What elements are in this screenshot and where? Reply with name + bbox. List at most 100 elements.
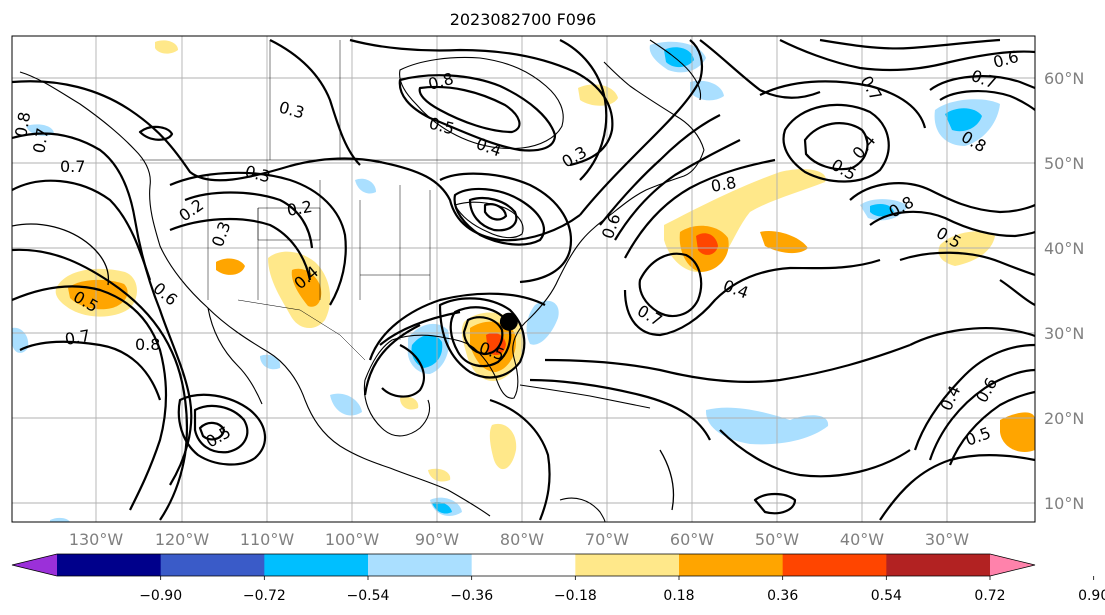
map-background [12,36,1035,522]
map-title: 2023082700 F096 [450,10,597,29]
contour-line [379,310,461,346]
contour-line [909,327,1035,346]
contour-line [12,223,110,286]
lon-label: 40°W [840,530,884,549]
contour-loop [753,492,797,515]
colorbar-over-triangle [990,554,1035,576]
colorbar-tick-label: −0.72 [243,588,286,604]
contour-line [349,38,614,167]
lon-label: 60°W [670,530,714,549]
colorbar-tick-label: −0.54 [347,588,390,604]
colorbar-tick-label: 0.54 [871,588,902,604]
lon-label: 70°W [585,530,629,549]
lon-label: 110°W [240,530,295,549]
gulf-atlantic-coastline [364,211,615,399]
shade-positive-max [696,233,718,255]
colorbar: −0.90 −0.72 −0.54 −0.36 −0.18 0.18 0.36 0.54 0.7… [11,553,1105,604]
contour-line [719,429,911,478]
contour-loop [468,196,518,232]
contour-line [913,343,1035,451]
hudson-bay [399,56,564,150]
contour-line [368,292,546,361]
contour-line [899,251,1035,277]
lat-label: 50°N [1044,154,1084,173]
pacific-coastline [19,71,491,517]
contour-thin-lines [12,223,675,511]
shade-positive-strong [291,268,322,307]
storm-center-marker [499,312,518,331]
contour-line [379,160,581,242]
contour-line [169,171,347,306]
contour-line [579,39,704,216]
lat-label: 20°N [1044,409,1084,428]
colorbar-segment [679,554,784,576]
contour-line [599,114,721,226]
contour-line [928,368,1035,461]
colorbar-segment [264,554,369,576]
shade-positive [155,40,178,54]
yucatan-coastline [363,379,431,437]
contour-loop [138,125,174,141]
contour-loop [782,103,890,183]
contour-line [12,80,381,182]
contour-line [12,179,152,281]
latitude-labels: 60°N 50°N 40°N 30°N 20°N 10°N [1044,69,1084,513]
colorbar-tick-label: −0.36 [450,588,493,604]
colorbar-tick-label: 0.90 [1078,588,1105,604]
shade-negative [330,393,362,416]
contour-loop [803,122,869,171]
contour-line [269,39,361,166]
shade-negative-strong [411,334,443,368]
shade-positive-strong [216,258,245,275]
contour-label: 0.7 [29,126,52,154]
lon-label: 120°W [155,530,210,549]
contour-loop [177,393,266,466]
shade-positive [428,468,451,482]
contour-label: 0.8 [11,110,34,138]
lon-label: 90°W [415,530,459,549]
map-panel: 0.8 0.7 0.7 0.3 0.3 0.2 0.2 0.3 0.5 0.8 … [11,35,1036,523]
contour-line [624,158,776,259]
colorbar-tick-label: 0.18 [663,588,694,604]
shade-negative-strong [664,47,694,68]
contour-line [819,38,1001,50]
contour-line [879,454,1035,521]
south-america-coast [559,497,606,522]
contour-label: 0.7 [63,326,91,349]
greenland-coast [649,39,702,101]
colorbar-tick-label: 0.36 [767,588,798,604]
colorbar-segment [160,554,265,576]
contour-line [699,39,821,99]
contour-line [779,39,1035,72]
contour-line [489,398,551,521]
contour-line [439,172,573,284]
colorbar-under-triangle [12,554,57,576]
shade-positive [400,396,419,410]
internal-borders [257,207,430,276]
colorbar-segment [575,554,680,576]
contour-label: 0.2 [285,197,313,220]
contour-line [381,344,426,398]
contour-loop [483,203,508,221]
shade-negative [50,517,70,522]
shade-negative-strong [870,204,894,217]
colorbar-segment [886,554,991,576]
contour-loop [418,85,521,134]
colorbar-tick-label: −0.90 [139,588,182,604]
us-mexico-border [237,299,366,361]
lat-label: 40°N [1044,239,1084,258]
contour-line [12,285,168,511]
contour-loop [638,252,703,318]
lat-label: 60°N [1044,69,1084,88]
shade-negative [355,178,376,194]
contour-line [12,248,188,521]
shade-negative [12,327,29,353]
colorbar-segment [782,554,887,576]
colorbar-segment [57,554,162,576]
shade-positive [938,231,995,266]
contour-line [529,378,711,441]
contour-line [184,191,314,249]
contour-line [939,89,1035,111]
contour-line [948,390,1035,466]
